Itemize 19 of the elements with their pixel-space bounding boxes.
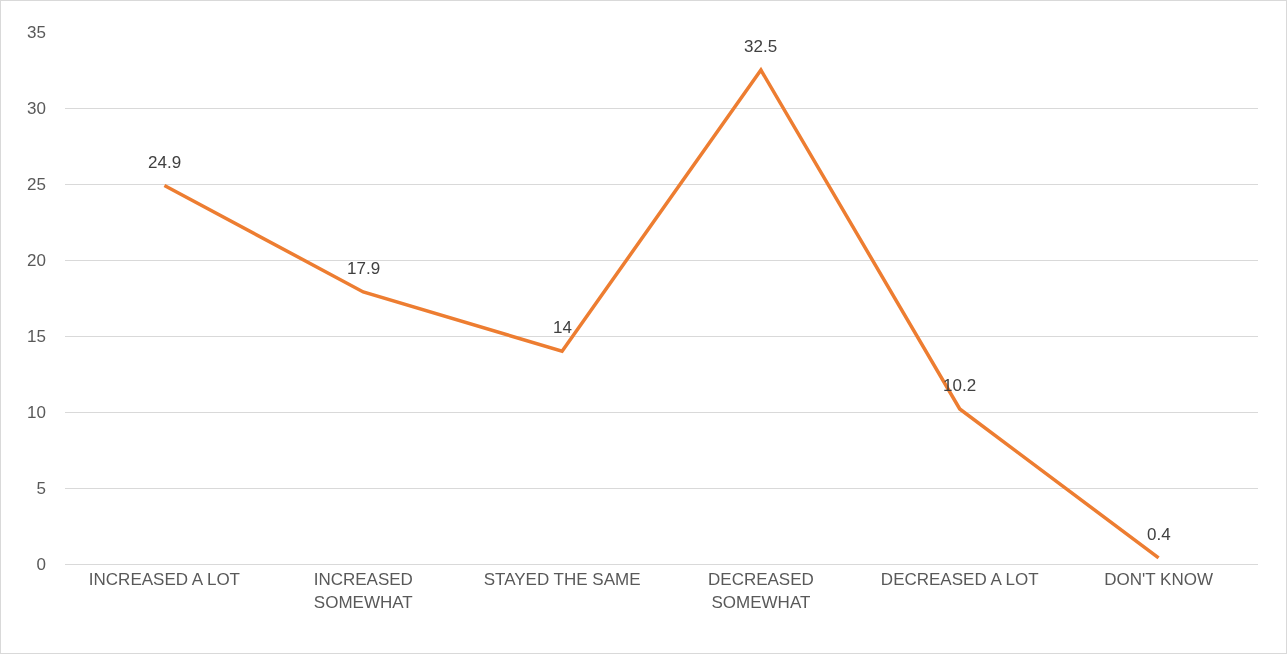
data-label: 14: [553, 318, 572, 337]
y-tick-label: 5: [36, 478, 46, 498]
x-tick-label: INCREASED A LOT: [88, 570, 241, 590]
x-tick-label: DON'T KNOW: [1104, 570, 1213, 590]
x-tick-label: INCREASED SOMEWHAT: [313, 570, 413, 612]
y-tick-label: 20: [27, 250, 46, 270]
y-tick-label: 25: [27, 174, 46, 194]
data-label: 24.9: [148, 153, 182, 172]
y-tick-label: 0: [36, 554, 46, 574]
data-label: 17.9: [347, 259, 381, 278]
y-tick-label: 35: [27, 22, 46, 42]
y-tick-label: 30: [27, 98, 46, 118]
data-label: 0.4: [1147, 525, 1171, 544]
y-tick-label: 15: [27, 326, 46, 346]
x-tick-label: DECREASED SOMEWHAT: [708, 570, 814, 612]
data-label: 32.5: [744, 37, 778, 56]
x-tick-label: STAYED THE SAME: [483, 570, 641, 590]
y-tick-label: 10: [27, 402, 46, 422]
x-tick-label: DECREASED A LOT: [880, 570, 1039, 590]
